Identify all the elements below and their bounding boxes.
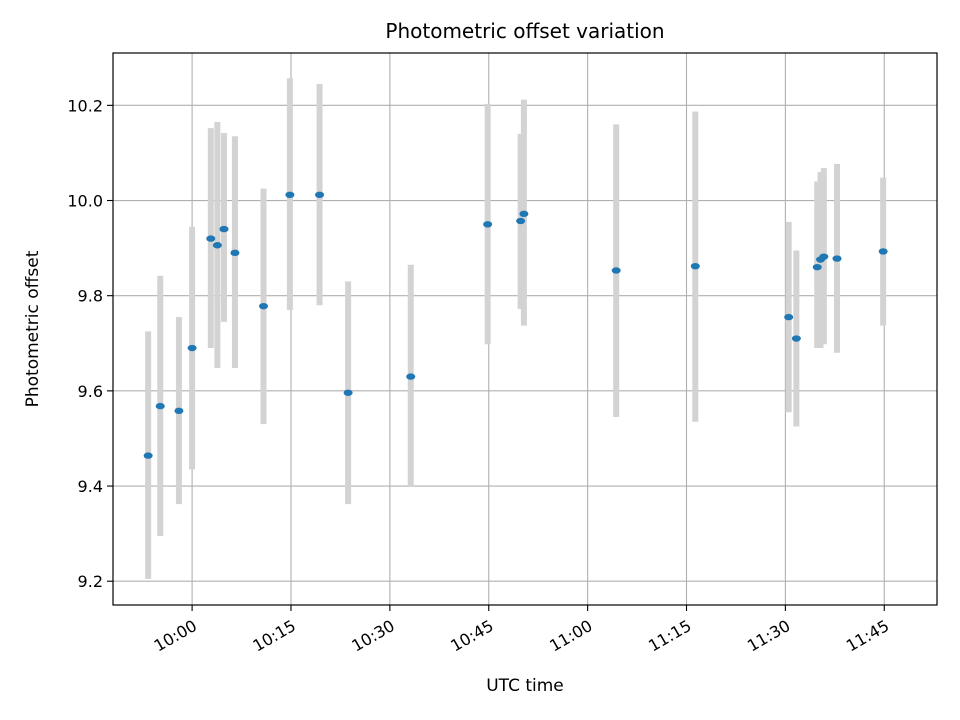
x-axis-ticks: 10:00 10:15 10:30 10:45 11:00 11:15 11:30 11:45 xyxy=(151,605,892,656)
data-point xyxy=(187,344,197,352)
x-tick-label: 10:00 xyxy=(151,616,200,656)
error-bars xyxy=(145,78,887,579)
data-point xyxy=(519,210,529,218)
x-tick-label: 11:30 xyxy=(744,616,793,656)
y-axis-ticks: 9.2 9.4 9.6 9.8 10.0 10.2 xyxy=(67,96,113,591)
data-point xyxy=(155,402,165,410)
data-point xyxy=(259,302,269,310)
y-axis-label: Photometric offset xyxy=(23,250,43,407)
data-point xyxy=(516,217,526,225)
x-tick-label: 10:30 xyxy=(348,616,397,656)
y-tick-label: 9.2 xyxy=(78,572,103,591)
x-tick-label: 11:15 xyxy=(645,616,694,656)
data-point xyxy=(784,313,794,321)
data-point xyxy=(611,267,621,274)
chart-title: Photometric offset variation xyxy=(385,19,664,43)
y-tick-label: 9.4 xyxy=(78,477,103,496)
x-axis-label: UTC time xyxy=(486,676,564,696)
y-tick-label: 9.6 xyxy=(78,382,103,401)
y-tick-label: 10.0 xyxy=(67,192,103,211)
data-point xyxy=(406,373,416,380)
data-point xyxy=(174,407,184,415)
data-point xyxy=(878,248,888,255)
plot-frame xyxy=(112,52,938,606)
data-point xyxy=(690,262,700,270)
data-point xyxy=(819,253,829,260)
data-point xyxy=(230,249,240,257)
data-point xyxy=(206,235,216,242)
data-point xyxy=(791,335,801,342)
data-point xyxy=(483,221,493,228)
data-point xyxy=(832,255,842,262)
x-tick-label: 11:00 xyxy=(546,616,595,656)
x-tick-label: 10:45 xyxy=(447,616,496,656)
data-point xyxy=(143,452,153,459)
x-tick-label: 11:45 xyxy=(843,616,892,656)
data-point xyxy=(812,263,822,271)
y-tick-label: 10.2 xyxy=(67,96,103,115)
data-point xyxy=(343,389,353,396)
data-point xyxy=(212,242,222,249)
data-point xyxy=(219,225,229,233)
data-point xyxy=(315,191,325,199)
data-point xyxy=(285,191,295,199)
x-tick-label: 10:15 xyxy=(250,616,299,656)
y-tick-label: 9.8 xyxy=(78,287,103,306)
data-markers xyxy=(143,191,888,459)
